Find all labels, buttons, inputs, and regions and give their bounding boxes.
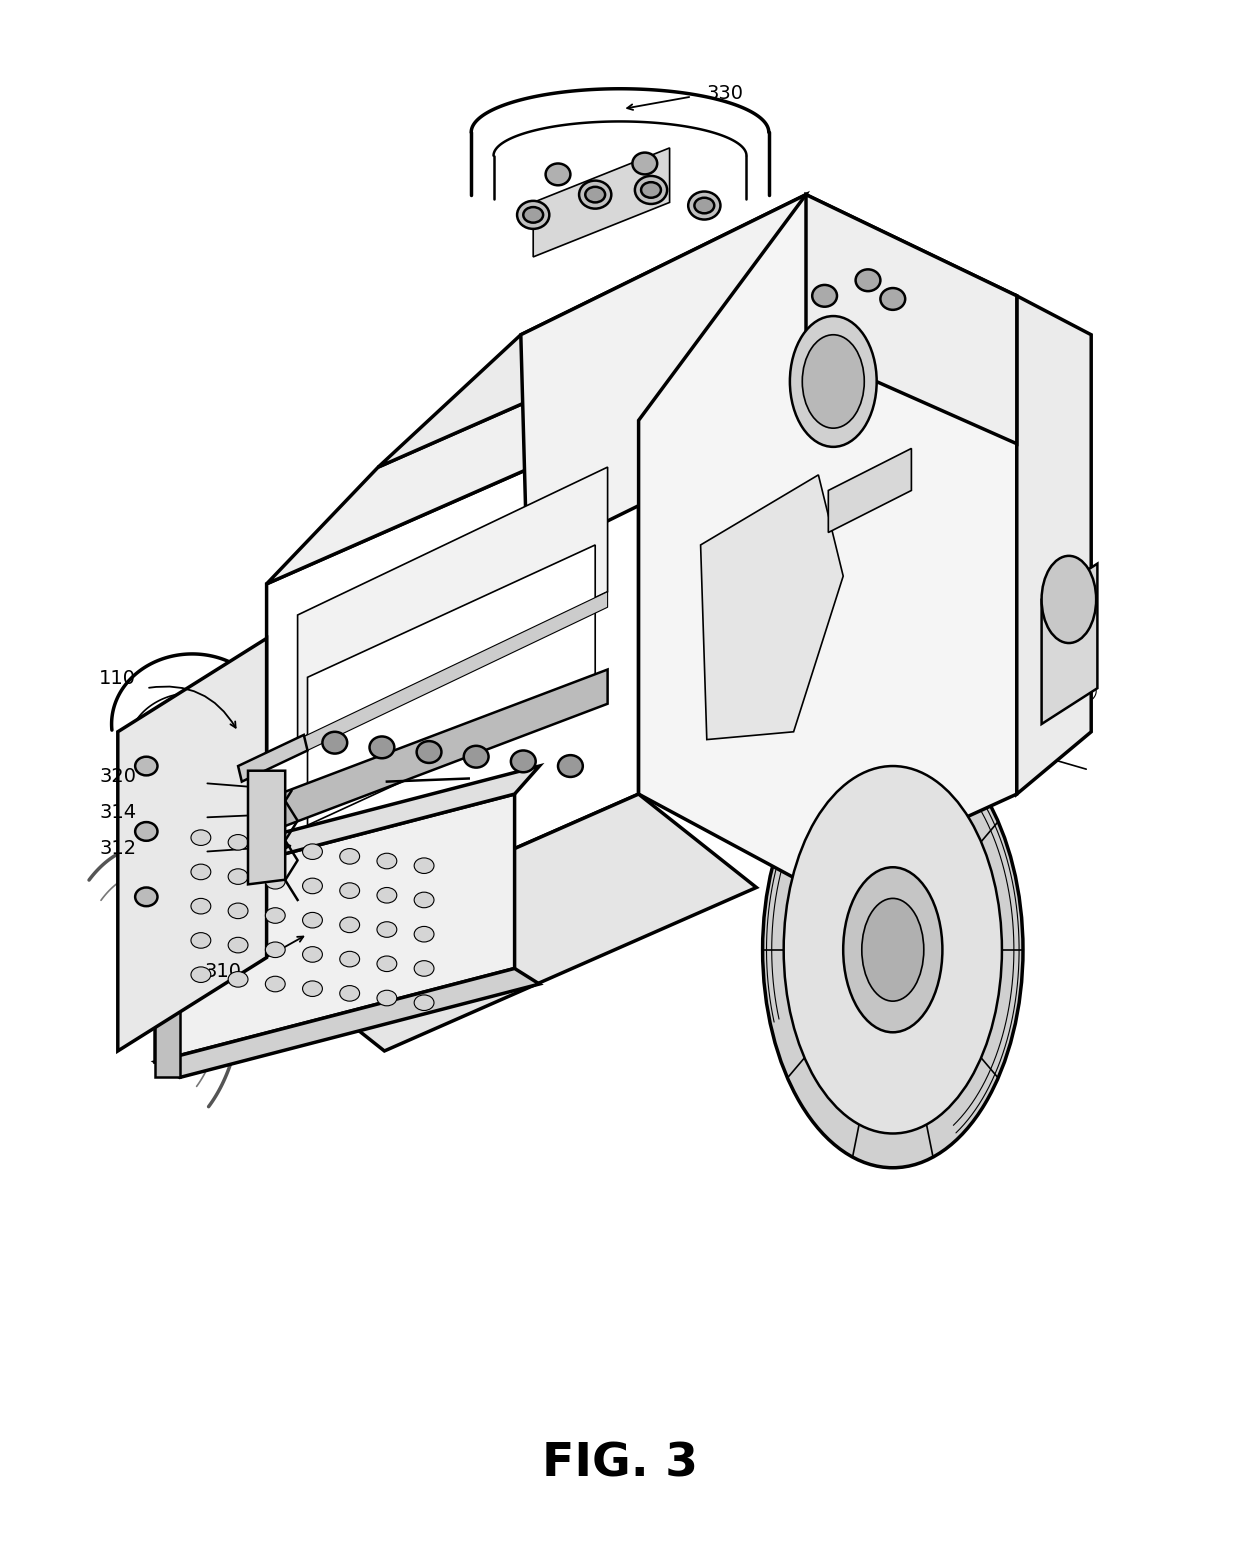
Text: 320: 320: [99, 768, 136, 786]
Ellipse shape: [228, 835, 248, 850]
Ellipse shape: [377, 990, 397, 1006]
Ellipse shape: [228, 972, 248, 987]
Ellipse shape: [191, 830, 211, 845]
Polygon shape: [521, 195, 812, 561]
Ellipse shape: [265, 908, 285, 923]
Ellipse shape: [370, 736, 394, 758]
Ellipse shape: [880, 288, 905, 310]
Ellipse shape: [862, 898, 924, 1001]
Ellipse shape: [802, 335, 864, 428]
Ellipse shape: [340, 951, 360, 967]
Ellipse shape: [694, 198, 714, 213]
Ellipse shape: [784, 766, 1002, 1133]
Ellipse shape: [585, 187, 605, 202]
Polygon shape: [806, 195, 1017, 444]
Ellipse shape: [812, 285, 837, 307]
Polygon shape: [267, 794, 756, 1051]
Ellipse shape: [377, 956, 397, 972]
Ellipse shape: [228, 937, 248, 953]
Ellipse shape: [322, 732, 347, 754]
Ellipse shape: [340, 986, 360, 1001]
Ellipse shape: [523, 207, 543, 223]
Polygon shape: [238, 735, 308, 782]
Ellipse shape: [417, 741, 441, 763]
Ellipse shape: [265, 839, 285, 855]
Polygon shape: [118, 638, 267, 1051]
Ellipse shape: [558, 755, 583, 777]
Polygon shape: [155, 794, 515, 1062]
Polygon shape: [1042, 564, 1097, 724]
Polygon shape: [639, 304, 750, 794]
Polygon shape: [639, 195, 1017, 887]
Polygon shape: [155, 968, 539, 1077]
Polygon shape: [155, 766, 539, 887]
Ellipse shape: [377, 887, 397, 903]
Polygon shape: [298, 467, 608, 740]
Polygon shape: [248, 771, 285, 884]
Text: 314: 314: [99, 803, 136, 822]
Ellipse shape: [414, 926, 434, 942]
Ellipse shape: [265, 942, 285, 958]
Polygon shape: [378, 195, 806, 467]
Polygon shape: [701, 475, 843, 740]
Ellipse shape: [303, 912, 322, 928]
Ellipse shape: [790, 316, 877, 447]
Text: 312: 312: [99, 839, 136, 858]
Ellipse shape: [414, 892, 434, 908]
Ellipse shape: [303, 947, 322, 962]
Polygon shape: [279, 670, 608, 828]
Text: 300: 300: [405, 743, 450, 768]
Ellipse shape: [340, 849, 360, 864]
Ellipse shape: [340, 917, 360, 933]
Polygon shape: [1017, 296, 1091, 794]
Text: 310: 310: [205, 962, 242, 981]
Text: FIG. 3: FIG. 3: [542, 1442, 698, 1485]
Ellipse shape: [414, 858, 434, 873]
Ellipse shape: [579, 181, 611, 209]
Ellipse shape: [632, 153, 657, 174]
Ellipse shape: [641, 182, 661, 198]
Ellipse shape: [191, 933, 211, 948]
Polygon shape: [298, 592, 608, 755]
Text: 110: 110: [99, 670, 136, 688]
Polygon shape: [828, 448, 911, 532]
Ellipse shape: [135, 822, 157, 841]
Ellipse shape: [228, 903, 248, 919]
Ellipse shape: [303, 844, 322, 859]
Ellipse shape: [191, 898, 211, 914]
Polygon shape: [267, 304, 750, 584]
Ellipse shape: [511, 750, 536, 772]
Ellipse shape: [688, 192, 720, 220]
Text: 330: 330: [707, 84, 744, 103]
Ellipse shape: [340, 883, 360, 898]
Ellipse shape: [546, 163, 570, 185]
Ellipse shape: [377, 853, 397, 869]
Polygon shape: [267, 420, 639, 958]
Ellipse shape: [303, 981, 322, 996]
Ellipse shape: [191, 967, 211, 982]
Polygon shape: [155, 859, 180, 1077]
Ellipse shape: [464, 746, 489, 768]
Ellipse shape: [135, 757, 157, 775]
Text: SEAG: SEAG: [378, 654, 439, 673]
Ellipse shape: [414, 961, 434, 976]
Ellipse shape: [228, 869, 248, 884]
Ellipse shape: [517, 201, 549, 229]
Ellipse shape: [763, 732, 1023, 1168]
Ellipse shape: [856, 269, 880, 291]
Ellipse shape: [377, 922, 397, 937]
Polygon shape: [308, 545, 595, 825]
Ellipse shape: [843, 867, 942, 1032]
Ellipse shape: [414, 995, 434, 1010]
Ellipse shape: [265, 976, 285, 992]
Ellipse shape: [135, 887, 157, 906]
Ellipse shape: [265, 873, 285, 889]
Ellipse shape: [635, 176, 667, 204]
Ellipse shape: [303, 878, 322, 894]
Ellipse shape: [191, 864, 211, 880]
Ellipse shape: [1042, 556, 1096, 643]
Polygon shape: [533, 148, 670, 257]
